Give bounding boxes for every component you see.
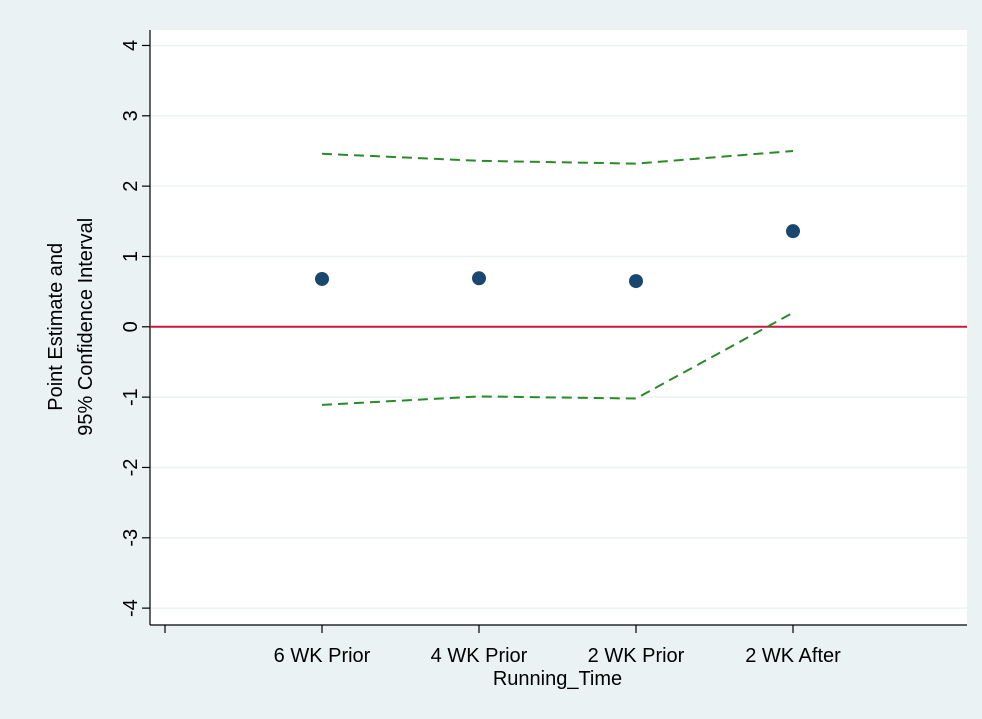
x-tick-label: 4 WK Prior bbox=[431, 645, 528, 667]
point bbox=[315, 271, 329, 286]
y-tick-label: -4 bbox=[120, 599, 142, 617]
y-tick-label: 0 bbox=[120, 321, 142, 332]
y-tick-label: 1 bbox=[120, 251, 142, 262]
y-tick-label: -2 bbox=[120, 459, 142, 477]
y-axis-title: Point Estimate and bbox=[45, 243, 67, 411]
y-tick-label: 2 bbox=[120, 181, 142, 192]
x-tick-label: 2 WK After bbox=[745, 645, 841, 667]
point bbox=[629, 274, 643, 289]
point bbox=[472, 271, 486, 286]
point bbox=[786, 224, 800, 239]
x-axis-title: Running_Time bbox=[493, 668, 622, 690]
ci-line bbox=[321, 149, 794, 165]
x-tick-label: 2 WK Prior bbox=[588, 645, 685, 667]
ci-line bbox=[321, 311, 794, 406]
y-tick-label: 4 bbox=[120, 40, 142, 51]
x-tick-label: 6 WK Prior bbox=[274, 645, 371, 667]
y-axis-title: 95% Confidence Interval bbox=[75, 218, 97, 436]
y-tick-label: -1 bbox=[120, 388, 142, 406]
y-tick-label: 3 bbox=[120, 110, 142, 121]
y-tick-label: -3 bbox=[120, 529, 142, 547]
